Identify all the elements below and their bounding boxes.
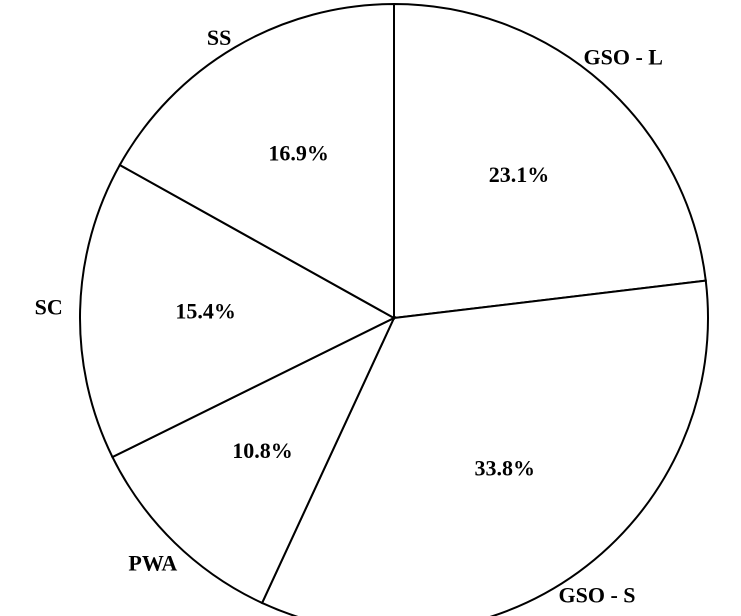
pie-slice (79, 163, 397, 459)
slice-category-label: GSO - L (583, 45, 662, 70)
slice-value-label: 23.1% (489, 162, 550, 187)
slice-category-label: SS (207, 25, 231, 50)
slice-category-label: GSO - S (559, 582, 636, 607)
slice-value-label: 16.9% (268, 141, 329, 166)
pie-slice (393, 2, 707, 320)
pie-slice (118, 2, 395, 320)
slice-value-label: 10.8% (232, 438, 293, 463)
slice-category-label: SC (35, 294, 63, 319)
slice-value-label: 33.8% (474, 455, 535, 480)
slice-value-label: 15.4% (175, 298, 236, 323)
slice-category-label: PWA (128, 550, 177, 575)
pie-slice (111, 315, 397, 605)
